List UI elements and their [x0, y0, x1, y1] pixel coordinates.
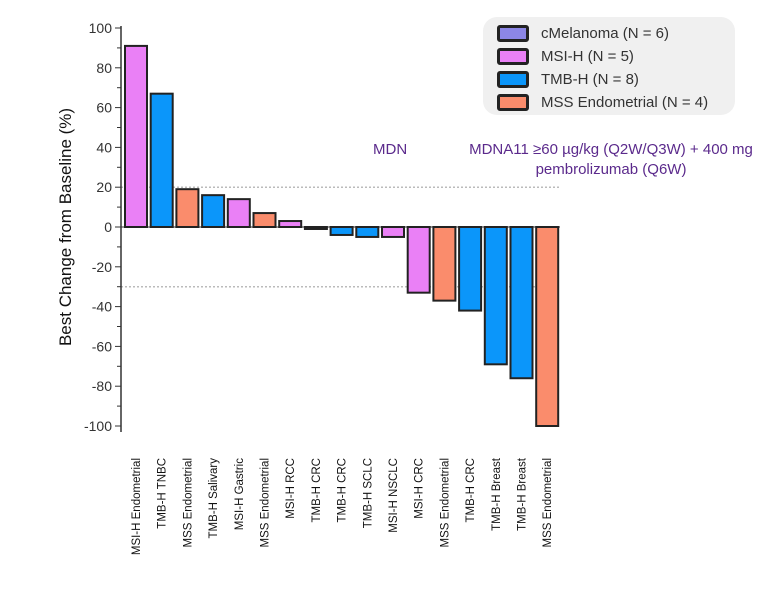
- y-tick-label: 20: [96, 179, 112, 195]
- y-tick-label: -60: [92, 338, 112, 354]
- y-tick-label: 80: [96, 60, 112, 76]
- legend-label: cMelanoma (N = 6): [541, 24, 669, 42]
- y-tick-label: 100: [89, 20, 113, 36]
- x-tick-label: TMB-H SCLC: [362, 458, 374, 528]
- x-tick-label: TMB-H CRC: [337, 458, 349, 523]
- bar: [201, 194, 226, 229]
- x-tick-label: MSI-H Endometrial: [131, 458, 143, 555]
- legend-swatch: [497, 70, 529, 88]
- bar: [278, 220, 303, 228]
- bar: [124, 44, 148, 228]
- y-tick-label: 60: [96, 100, 112, 116]
- x-tick-label: TMB-H TNBC: [157, 458, 169, 529]
- x-tick-label: TMB-H Breast: [517, 457, 529, 531]
- x-tick-label: MSI-H CRC: [414, 458, 426, 519]
- x-tick-label: MSS Endometrial: [260, 458, 272, 547]
- bar: [432, 226, 457, 302]
- legend-label: MSS Endometrial (N = 4): [541, 93, 709, 111]
- bar: [252, 212, 277, 229]
- x-tick-label: TMB-H Salivary: [208, 458, 220, 539]
- legend-label: TMB-H (N = 8): [541, 70, 639, 88]
- annotation-line2: pembrolizumab (Q6W): [535, 161, 687, 178]
- y-tick-label: -40: [92, 299, 112, 315]
- bar: [406, 226, 431, 294]
- y-tick-label: 40: [96, 139, 112, 155]
- legend-label: MSI-H (N = 5): [541, 47, 634, 65]
- y-axis-label: Best Change from Baseline (%): [56, 108, 75, 346]
- x-tick-label: MSI-H RCC: [285, 458, 297, 519]
- legend: cMelanoma (N = 6) MSI-H (N = 5) TMB-H (N…: [483, 17, 735, 115]
- legend-swatch: [497, 47, 529, 65]
- x-tick-label: MSS Endometrial: [182, 458, 194, 547]
- y-tick-label: -20: [92, 259, 112, 275]
- bar: [329, 226, 354, 236]
- x-tick-label: MSS Endometrial: [542, 458, 554, 547]
- annotation-dose: MDNA11 ≥60 µg/kg (Q2W/Q3W) + 400 mg pemb…: [448, 140, 774, 180]
- y-tick-label: -100: [84, 418, 112, 434]
- legend-item-msi-h: MSI-H (N = 5): [497, 46, 634, 66]
- legend-item-tmb-h: TMB-H (N = 8): [497, 69, 639, 89]
- bar: [355, 226, 380, 238]
- x-tick-label: TMB-H Breast: [491, 457, 503, 531]
- legend-item-cmelanoma: cMelanoma (N = 6): [497, 23, 669, 43]
- bar: [303, 226, 328, 230]
- bar: [226, 198, 251, 228]
- bar: [175, 188, 200, 229]
- x-tick-label: MSI-H Gastric: [234, 458, 246, 530]
- bar: [381, 226, 405, 238]
- legend-item-mss-endometrial: MSS Endometrial (N = 4): [497, 92, 708, 112]
- bar: [458, 226, 483, 312]
- x-tick-label: MSS Endometrial: [439, 458, 451, 547]
- bar: [509, 226, 534, 380]
- legend-swatch: [497, 24, 529, 42]
- legend-swatch: [497, 93, 529, 111]
- annotation-line1: MDNA11 ≥60 µg/kg (Q2W/Q3W) + 400 mg: [469, 141, 753, 158]
- y-tick-label: -80: [92, 378, 112, 394]
- annotation-truncated: MDN: [373, 141, 408, 158]
- bar: [149, 92, 174, 228]
- y-tick-label: 0: [104, 219, 112, 235]
- x-tick-label: TMB-H CRC: [465, 458, 477, 523]
- x-tick-label: MSI-H NSCLC: [388, 458, 400, 533]
- x-tick-label: TMB-H CRC: [311, 458, 323, 523]
- bar: [535, 226, 560, 427]
- bar: [483, 226, 508, 366]
